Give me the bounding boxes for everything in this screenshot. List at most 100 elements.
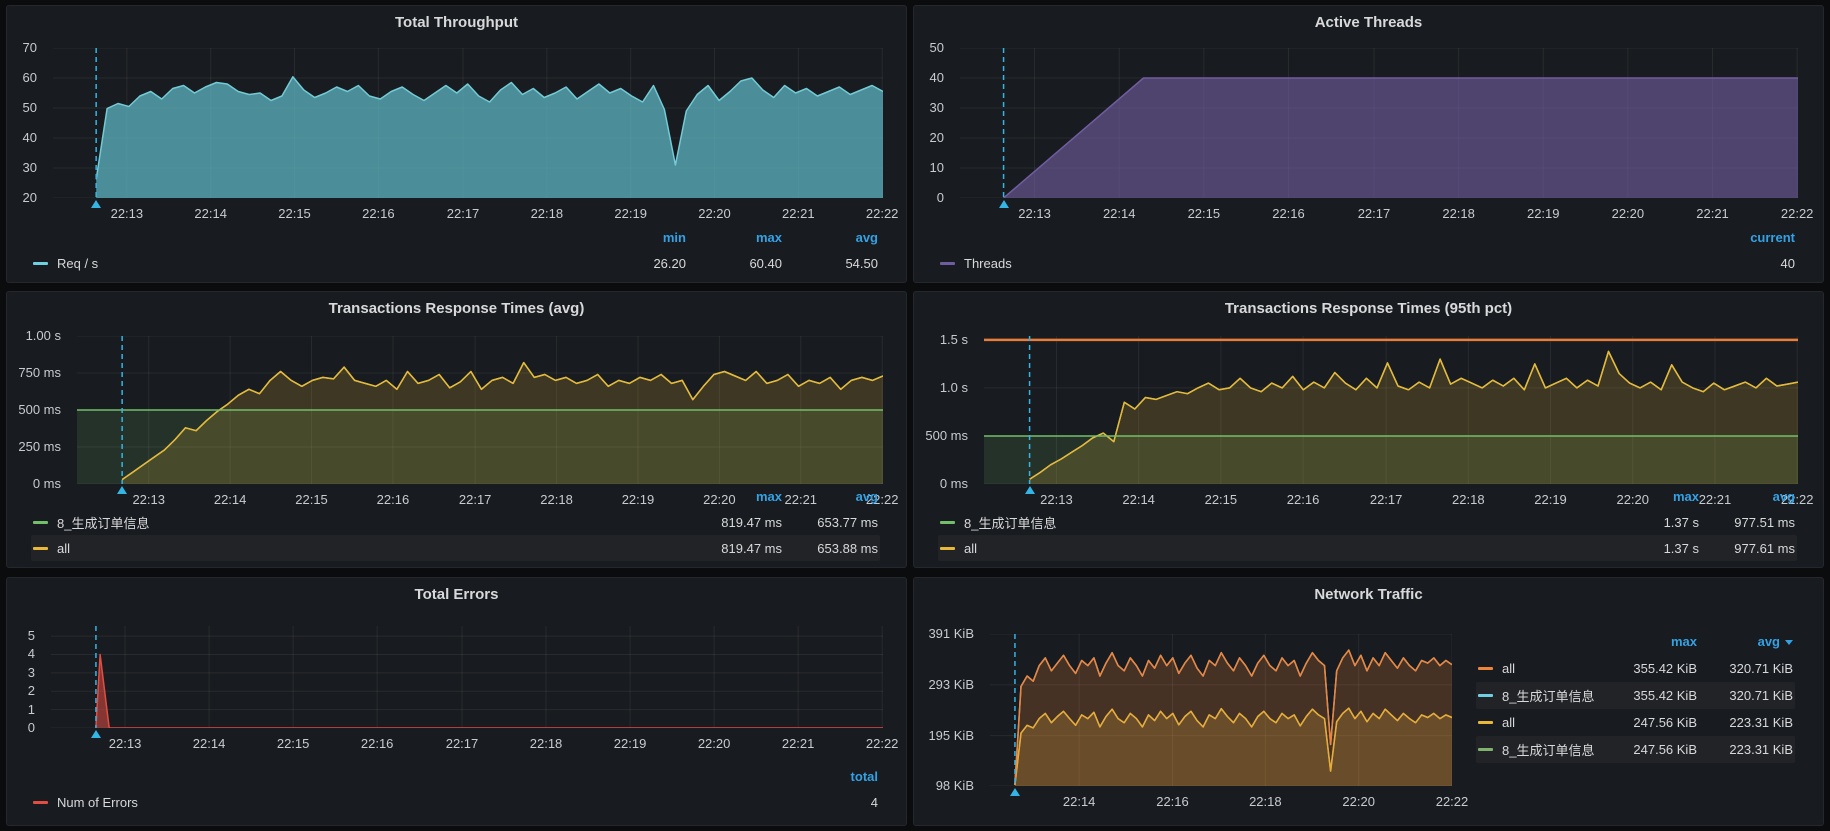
panel-title[interactable]: Network Traffic (914, 586, 1823, 603)
legend-series-toggle[interactable]: Req / s (33, 256, 590, 271)
y-axis-tick: 500 ms (18, 402, 61, 418)
legend-series-toggle[interactable]: Threads (940, 256, 1699, 271)
legend-stat-value: 819.47 ms (686, 515, 782, 530)
legend-series-name: all (964, 541, 977, 556)
series-color-dash-icon (1478, 667, 1493, 670)
y-axis-tick: 10 (930, 160, 944, 176)
x-axis-tick: 22:22 (866, 736, 899, 751)
legend-row: all1.37 s977.61 ms (938, 535, 1797, 561)
legend-sort-min[interactable]: min (590, 230, 686, 245)
panel-title[interactable]: Total Throughput (7, 14, 906, 31)
y-axis-tick: 250 ms (18, 439, 61, 455)
legend-row: all355.42 KiB320.71 KiB (1476, 655, 1795, 682)
y-axis: 0 ms250 ms500 ms750 ms1.00 s (7, 336, 69, 484)
legend: total Num of Errors4 (31, 763, 880, 815)
grafana-dashboard: { "colors": { "page_bg": "#0b0c0d", "pan… (0, 0, 1830, 831)
x-axis-tick: 22:17 (447, 206, 480, 221)
legend-stat-value: 60.40 (686, 256, 782, 271)
panel-title[interactable]: Total Errors (7, 586, 906, 603)
legend-stat-value: 223.31 KiB (1697, 715, 1793, 730)
panel-title[interactable]: Active Threads (914, 14, 1823, 31)
plot-area[interactable] (960, 48, 1798, 198)
plot-area[interactable] (51, 626, 883, 728)
x-axis-tick: 22:15 (1188, 206, 1221, 221)
x-axis: 22:1422:1622:1822:2022:22 (990, 794, 1452, 810)
legend-series-toggle[interactable]: all (33, 541, 686, 556)
legend-stat-value: 247.56 KiB (1601, 742, 1697, 757)
plot-area[interactable] (990, 634, 1452, 786)
chart-canvas[interactable] (77, 336, 883, 484)
x-axis-tick: 22:15 (277, 736, 310, 751)
series-color-dash-icon (33, 801, 48, 804)
chart-canvas[interactable] (53, 48, 883, 198)
panel-title[interactable]: Transactions Response Times (95th pct) (914, 300, 1823, 317)
legend-sort-avg[interactable]: avg (782, 230, 878, 245)
legend-sort-avg[interactable]: avg (782, 489, 878, 504)
legend-row: Num of Errors4 (31, 789, 880, 815)
chart-canvas[interactable] (960, 48, 1798, 198)
legend-stat-value: 977.51 ms (1699, 515, 1795, 530)
x-axis-tick: 22:17 (1358, 206, 1391, 221)
legend-sort-max[interactable]: max (1601, 634, 1697, 649)
y-axis-tick: 30 (930, 100, 944, 116)
x-axis-tick: 22:14 (194, 206, 227, 221)
y-axis-tick: 1.5 s (940, 332, 968, 348)
legend: currentThreads40 (938, 224, 1797, 276)
series-color-dash-icon (940, 262, 955, 265)
legend-series-toggle[interactable]: Num of Errors (33, 795, 782, 810)
legend-series-toggle[interactable]: 8_生成订单信息 (1478, 740, 1601, 759)
legend-series-toggle[interactable]: all (1478, 661, 1601, 676)
legend-stat-value: 819.47 ms (686, 541, 782, 556)
legend-row: all247.56 KiB223.31 KiB (1476, 709, 1795, 736)
legend-series-toggle[interactable]: 8_生成订单信息 (940, 513, 1603, 532)
y-axis-tick: 1.0 s (940, 380, 968, 396)
legend-sort-max[interactable]: max (686, 230, 782, 245)
legend-sort-avg[interactable]: avg (1699, 489, 1795, 504)
legend-series-toggle[interactable]: 8_生成订单信息 (33, 513, 686, 532)
plot-area[interactable] (77, 336, 883, 484)
plot-area[interactable] (53, 48, 883, 198)
legend-sort-total[interactable]: total (782, 769, 878, 784)
x-axis-tick: 22:20 (1612, 206, 1645, 221)
panel-response-times-avg: Transactions Response Times (avg) 0 ms25… (6, 291, 907, 568)
y-axis-tick: 5 (28, 628, 35, 644)
chart-canvas[interactable] (51, 626, 883, 728)
x-axis-tick: 22:22 (1436, 794, 1469, 809)
x-axis-tick: 22:20 (698, 736, 731, 751)
legend-series-name: all (57, 541, 70, 556)
y-axis-tick: 70 (23, 40, 37, 56)
chart-canvas[interactable] (984, 336, 1798, 484)
plot-area[interactable] (984, 336, 1798, 484)
legend-sort-current[interactable]: current (1699, 230, 1795, 245)
y-axis-tick: 40 (23, 130, 37, 146)
legend-sort-avg[interactable]: avg (1697, 634, 1793, 649)
legend-series-toggle[interactable]: all (940, 541, 1603, 556)
x-axis-tick: 22:20 (1342, 794, 1375, 809)
sort-caret-icon (1785, 640, 1793, 645)
legend-stat-value: 653.88 ms (782, 541, 878, 556)
x-axis-tick: 22:14 (1103, 206, 1136, 221)
x-axis: 22:1322:1422:1522:1622:1722:1822:1922:20… (51, 736, 883, 752)
legend-stat-value: 355.42 KiB (1601, 661, 1697, 676)
y-axis-tick: 20 (930, 130, 944, 146)
legend-series-toggle[interactable]: 8_生成订单信息 (1478, 686, 1601, 705)
x-axis-tick: 22:15 (278, 206, 311, 221)
panel-total-throughput: Total Throughput 203040506070 22:1322:14… (6, 5, 907, 283)
x-axis-tick: 22:16 (1156, 794, 1189, 809)
legend-stat-value: 320.71 KiB (1697, 688, 1793, 703)
x-axis-tick: 22:17 (446, 736, 479, 751)
panel-title[interactable]: Transactions Response Times (avg) (7, 300, 906, 317)
chart-canvas[interactable] (990, 634, 1452, 786)
legend-series-toggle[interactable]: all (1478, 715, 1601, 730)
y-axis-tick: 391 KiB (928, 626, 974, 642)
legend: minmaxavgReq / s26.2060.4054.50 (31, 224, 880, 276)
x-axis-tick: 22:22 (866, 206, 899, 221)
x-axis-tick: 22:21 (782, 736, 815, 751)
legend-series-name: 8_生成订单信息 (1502, 740, 1594, 759)
y-axis-tick: 750 ms (18, 365, 61, 381)
legend-sort-max[interactable]: max (1603, 489, 1699, 504)
legend-sort-max[interactable]: max (686, 489, 782, 504)
legend-header-row: maxavg (1476, 628, 1795, 655)
series-color-dash-icon (33, 262, 48, 265)
panel-response-times-95pct: Transactions Response Times (95th pct) 0… (913, 291, 1824, 568)
